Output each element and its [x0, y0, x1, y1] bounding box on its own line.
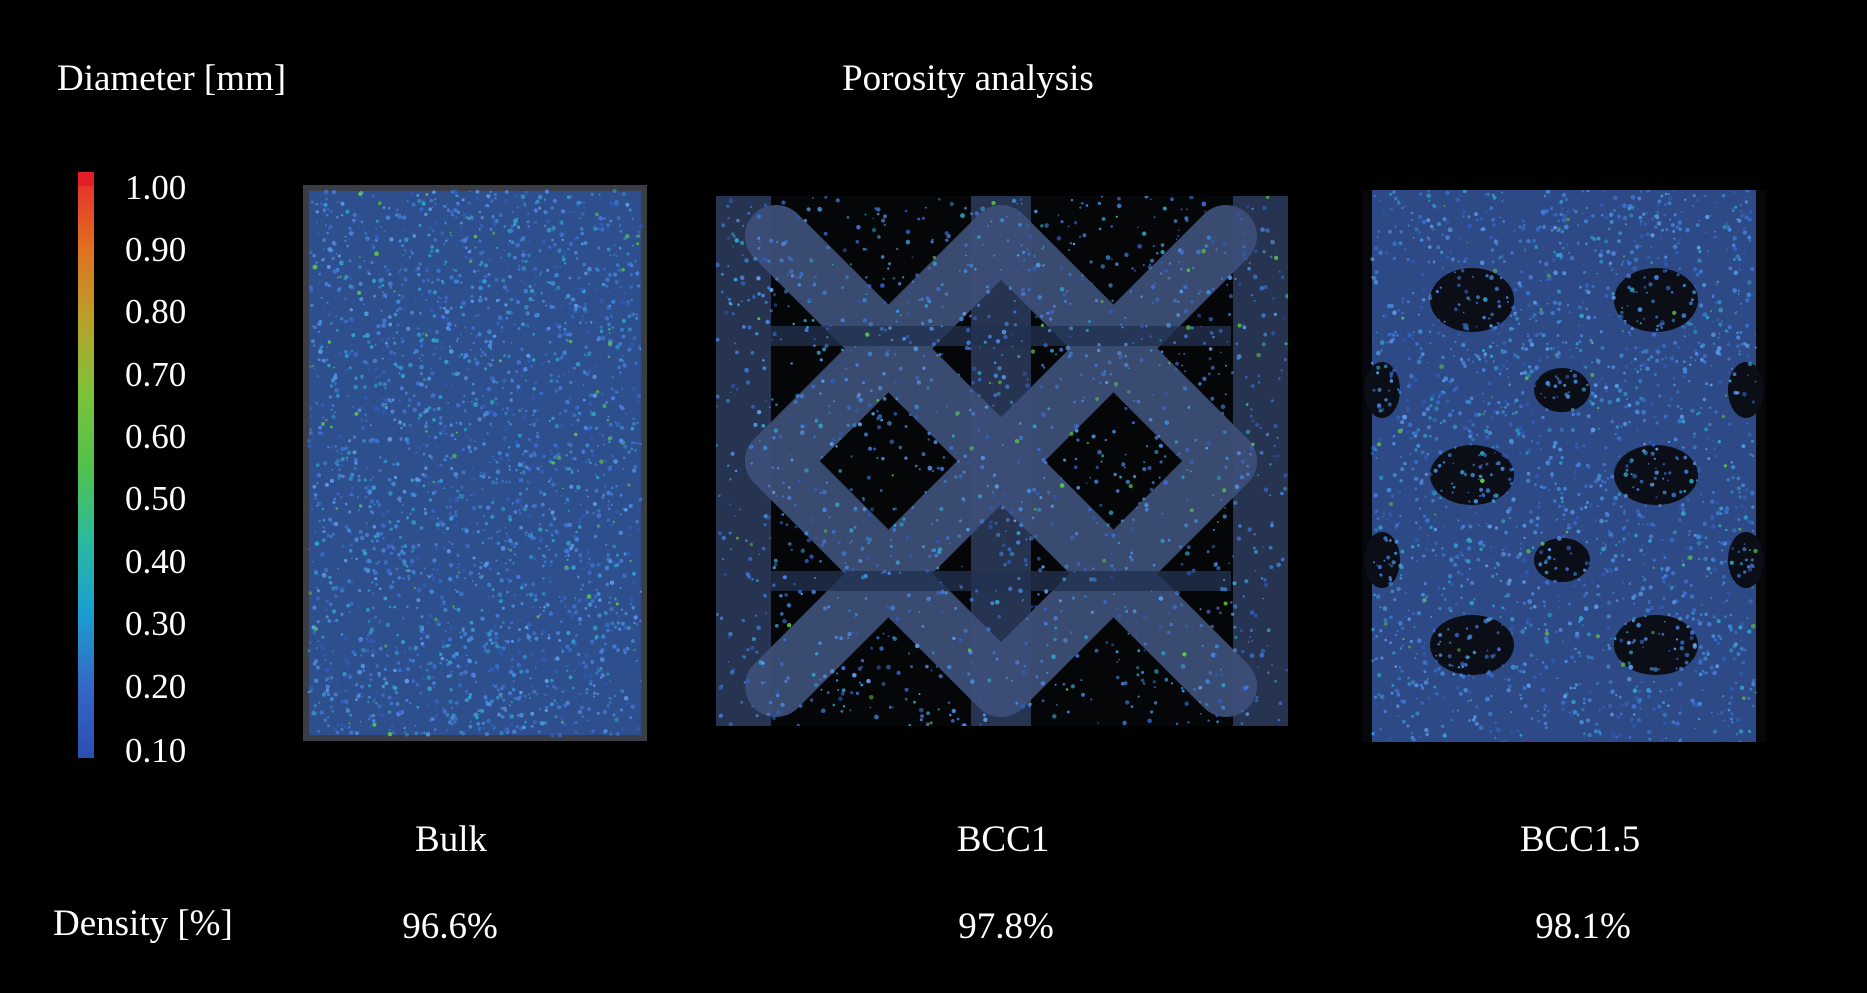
colorbar-tick: 0.30 — [125, 604, 187, 643]
colorbar-tick: 0.90 — [125, 230, 187, 269]
density-label: Density [%] — [53, 903, 233, 944]
colorbar-title: Diameter [mm] — [57, 58, 287, 99]
sample-label-bcc1: BCC1 — [956, 819, 1050, 860]
colorbar-tick: 0.80 — [125, 292, 187, 331]
bcc1-sample-image — [716, 196, 1288, 726]
figure-title: Porosity analysis — [842, 58, 1094, 99]
diameter-colorbar — [78, 172, 94, 758]
density-value-bcc15: 98.1% — [1535, 906, 1631, 947]
colorbar-tick: 0.40 — [125, 542, 187, 581]
colorbar-tick: 0.50 — [125, 479, 187, 518]
sample-label-bulk: Bulk — [415, 819, 487, 860]
colorbar-max-cap — [78, 172, 94, 186]
density-value-bcc1: 97.8% — [958, 906, 1054, 947]
colorbar-tick: 0.20 — [125, 667, 187, 706]
colorbar-tick: 0.10 — [125, 731, 187, 770]
sample-label-bcc15: BCC1.5 — [1519, 819, 1641, 860]
colorbar-tick: 0.60 — [125, 417, 187, 456]
bulk-sample-image — [303, 185, 647, 741]
bcc15-sample-image — [1362, 190, 1766, 742]
colorbar-tick: 0.70 — [125, 355, 187, 394]
density-value-bulk: 96.6% — [402, 906, 498, 947]
colorbar-tick: 1.00 — [125, 168, 187, 207]
